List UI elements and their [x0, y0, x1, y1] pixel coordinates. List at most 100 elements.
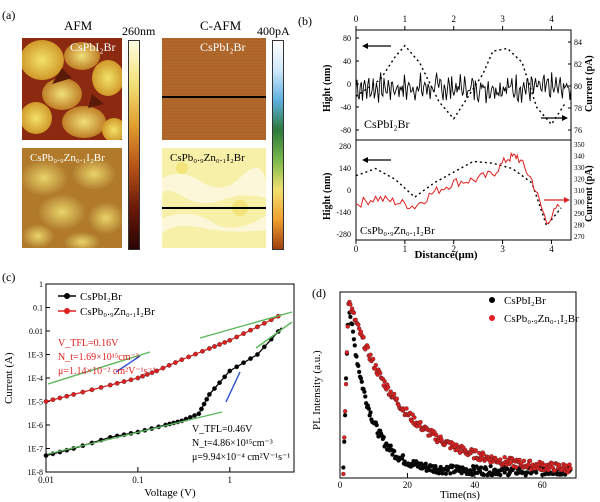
pl-point: [343, 381, 349, 387]
b-bottom-y2tick-label: 280: [574, 222, 585, 230]
iv-point: [222, 374, 228, 380]
pl-point: [423, 461, 428, 466]
iv-point: [196, 411, 202, 417]
iv-point: [179, 357, 185, 363]
iv-point: [160, 365, 166, 371]
pl-point: [368, 352, 373, 357]
b-top-y2tick-label: 80: [574, 82, 582, 91]
pl-point: [341, 465, 346, 470]
panel-b-xlabel: Distance(μm): [414, 249, 477, 261]
iv-point: [227, 337, 233, 343]
legend-marker-black: [64, 293, 70, 299]
iv-ytick-label: 0.1: [33, 304, 43, 313]
pl-point: [525, 470, 530, 475]
pl-point: [351, 310, 357, 316]
pl-point: [359, 379, 364, 384]
pl-point: [368, 410, 373, 415]
afm-colorbar: [128, 40, 140, 250]
iv-point: [217, 380, 222, 386]
cafm-title: C-AFM: [200, 18, 242, 33]
pl-point: [552, 468, 557, 473]
pl-point: [418, 419, 423, 425]
pl-point: [478, 465, 484, 470]
panel-c-chart: 0.01 0.1 1 1 0.1 0.01 1E-3 1E-4 1E-5 1E-6 1E-7 1E-8…: [3, 280, 295, 499]
pl-point: [538, 467, 543, 472]
b-top-xtick-label: 3: [500, 14, 505, 24]
iv-point: [43, 399, 49, 404]
cafm-sample1-label: CsPbI₂Br: [200, 40, 246, 54]
iv-point: [50, 397, 56, 403]
iv-point: [140, 373, 145, 379]
iv-point: [206, 392, 212, 397]
iv-point: [201, 401, 207, 407]
top-current-line: [355, 72, 572, 104]
pl-xtick-label: 20: [403, 480, 413, 490]
pl-point: [342, 413, 348, 418]
b-bottom-y2tick-label: 310: [574, 187, 585, 195]
pl-point: [546, 467, 551, 473]
panel-d-label: (d): [312, 286, 326, 300]
pl-point: [373, 363, 378, 368]
b-bottom-ytick-label: 0: [347, 186, 351, 195]
top-sample-label: CsPbI₂Br: [364, 117, 410, 131]
iv-point: [261, 344, 267, 350]
b-bottom-y2tick-label: 320: [574, 176, 585, 184]
b-top-ytick-label: 80: [343, 34, 351, 43]
iv-point: [173, 360, 178, 365]
pl-point: [394, 396, 399, 401]
b-bottom-xtick-label: 0: [354, 244, 359, 254]
pl-point: [342, 435, 347, 440]
iv-point: [234, 364, 240, 370]
pl-point: [356, 322, 361, 327]
pl-legend-marker-black: [489, 297, 495, 303]
iv-point: [248, 356, 253, 362]
pl-point: [381, 435, 386, 440]
iv-point: [192, 413, 197, 418]
pl-point: [443, 471, 449, 476]
b-top-ytick-label: 0: [347, 80, 351, 89]
pl-point: [527, 458, 533, 463]
iv-point: [199, 406, 204, 412]
bottom-y2label: Current (pA): [584, 165, 595, 222]
pl-point: [345, 324, 350, 329]
pl-point: [433, 464, 438, 469]
b-bottom-xtick-label: 4: [549, 244, 554, 254]
bottom-current-line: [355, 151, 560, 225]
b-bottom-ytick-label: 280: [339, 142, 351, 151]
bottom-plot-frame: [355, 139, 572, 241]
pl-xtick-label: 60: [538, 480, 548, 490]
pl-point: [348, 314, 353, 320]
iv-point: [255, 352, 260, 357]
iv-point: [144, 372, 150, 377]
cafm-line-profile-1: [162, 96, 266, 98]
pl-point: [358, 376, 364, 381]
iv-point: [121, 379, 127, 384]
b-bottom-ytick-label: -140: [336, 208, 351, 217]
afm-sample2-label: CsPb₀.₉Zn₀.₁I₂Br: [30, 152, 105, 164]
top-ylabel: Hight (nm): [322, 65, 333, 113]
pl-point: [342, 439, 347, 444]
iv-series-red: [43, 313, 282, 404]
pl-plot-frame: [339, 291, 577, 479]
cafm-image-cspbi2br: [162, 38, 266, 140]
red-ohmic-fit: [47, 351, 151, 385]
panel-b-ticks: 0 0 1 1 2 2 3 3 4 4 80 40 0 -40 -80 84 82 80 78 76 280 140 0 -1…: [336, 14, 585, 254]
iv-xtick-label: 0.1: [132, 475, 143, 485]
b-bottom-y2tick-label: 290: [574, 210, 585, 218]
b-bottom-y2tick-label: 270: [574, 233, 585, 241]
iv-point: [107, 382, 113, 388]
pl-point: [390, 452, 395, 457]
pl-ylabel: PL Intensity (a.u.): [311, 350, 323, 430]
b-bottom-xtick-label: 1: [403, 244, 408, 254]
b-bottom-xtick-label: 2: [451, 244, 456, 254]
pl-point: [350, 329, 356, 334]
pl-point: [361, 335, 366, 340]
iv-point: [217, 342, 222, 347]
pl-point: [365, 345, 371, 350]
panel-b-chart: 0 0 1 1 2 2 3 3 4 4 80 40 0 -40 -80 84 82 80 78 76 280 140 0 -1…: [322, 14, 595, 261]
b-bottom-y2tick-label: 350: [574, 141, 585, 149]
iv-point: [128, 377, 134, 383]
afm-scale-max: 260nm: [122, 24, 156, 38]
iv-point: [204, 396, 210, 402]
iv-point: [154, 368, 160, 374]
